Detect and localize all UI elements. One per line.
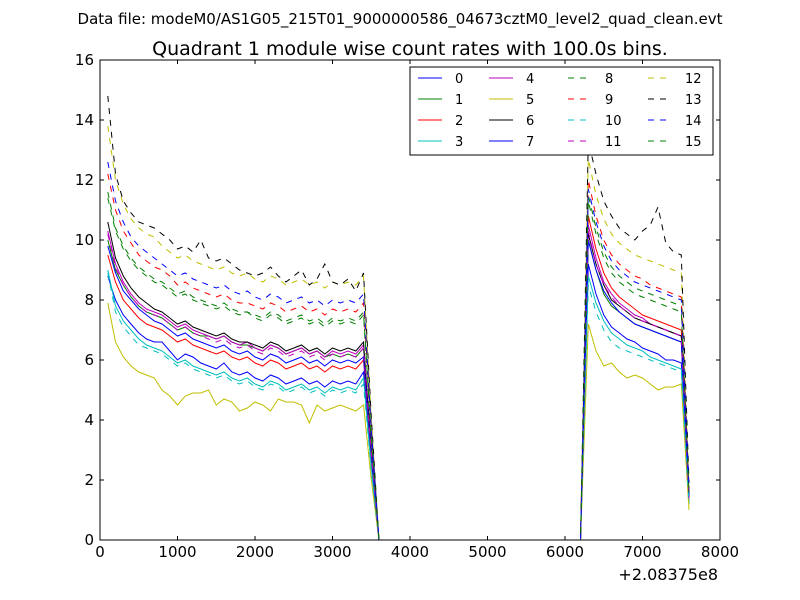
series-line-2 [107,215,690,541]
x-tick-label: 6000 [546,543,584,561]
x-tick-label: 0 [95,543,105,561]
x-tick-label: 3000 [313,543,351,561]
legend-label-12: 12 [685,72,702,87]
legend-label-0: 0 [455,72,463,87]
legend-label-10: 10 [605,114,622,129]
legend-label-3: 3 [455,135,463,150]
legend-label-2: 2 [455,114,463,129]
x-tick-label: 5000 [468,543,506,561]
x-tick-label: 7000 [623,543,661,561]
y-tick-label: 2 [84,471,94,489]
y-tick-label: 14 [75,111,94,129]
series-line-11 [107,230,690,541]
y-tick-label: 12 [75,171,94,189]
legend-label-7: 7 [526,135,534,150]
plot-frame [99,59,721,541]
series-line-4 [107,224,690,541]
series-line-10 [107,272,690,541]
data-file-caption: Data file: modeM0/AS1G05_215T01_90000005… [78,10,723,29]
x-tick-label: 1000 [158,543,196,561]
series-line-3 [107,269,690,541]
series-layer [107,95,690,541]
legend-label-1: 1 [455,93,463,108]
legend-label-8: 8 [605,72,613,87]
x-tick-label: 8000 [701,543,739,561]
legend-label-13: 13 [685,93,702,108]
x-offset-label: +2.08375e8 [618,565,718,584]
legend-label-9: 9 [605,93,613,108]
chart-title: Quadrant 1 module wise count rates with … [152,38,668,60]
legend-label-6: 6 [526,114,534,129]
series-line-13 [107,95,690,541]
legend-label-14: 14 [685,114,702,129]
axis-layer: 0 1000 2000 3000 4000 5000 6000 7000 80000246810… [75,51,739,561]
y-tick-label: 0 [84,531,94,549]
y-tick-label: 4 [84,411,94,429]
legend-label-15: 15 [685,135,702,150]
y-tick-label: 10 [75,231,94,249]
x-tick-label: 2000 [236,543,274,561]
series-line-7 [107,239,690,541]
series-line-5 [107,302,690,541]
x-tick-label: 4000 [391,543,429,561]
series-line-14 [107,161,690,541]
series-line-15 [107,191,690,541]
legend-label-11: 11 [605,135,622,150]
series-line-0 [107,263,690,541]
y-tick-label: 6 [84,351,94,369]
series-line-8 [107,194,690,541]
y-tick-label: 16 [75,51,94,69]
legend-label-5: 5 [526,93,534,108]
y-tick-label: 8 [84,291,94,309]
legend-label-4: 4 [526,72,534,87]
legend-frame [409,66,714,156]
